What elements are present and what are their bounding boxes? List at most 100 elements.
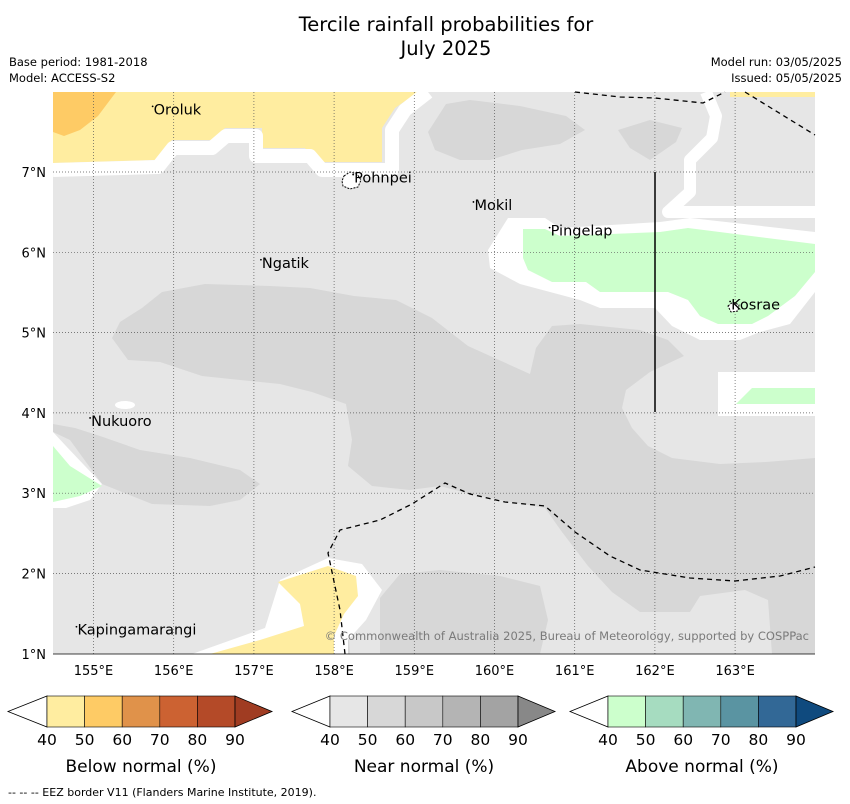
colorbar-segment bbox=[480, 695, 519, 728]
latitude-label: 6°N bbox=[22, 246, 47, 261]
colorbar-extend-right bbox=[234, 695, 274, 728]
model-info: Base period: 1981-2018 Model: ACCESS-S2 bbox=[9, 54, 148, 86]
below-normal-south-50 bbox=[210, 566, 358, 654]
colorbar-extend-left bbox=[568, 695, 609, 728]
eez-border-south bbox=[327, 482, 816, 655]
colorbar-tick-label: 70 bbox=[433, 731, 453, 749]
white-patch bbox=[115, 401, 135, 409]
base-period: Base period: 1981-2018 bbox=[9, 55, 148, 69]
colorbar-tick-label: 70 bbox=[711, 731, 731, 749]
longitude-label: 155°E bbox=[74, 664, 114, 679]
colorbar-segment bbox=[121, 695, 161, 728]
colorbar-segment bbox=[329, 695, 368, 728]
eez-legend-footer: -- -- -- EEZ border V11 (Flanders Marine… bbox=[8, 786, 317, 799]
latitude-label: 2°N bbox=[22, 568, 47, 583]
colorbar-segment bbox=[404, 695, 444, 728]
colorbar-tick-label: 80 bbox=[188, 731, 208, 749]
above-normal-west bbox=[53, 446, 102, 502]
model-run: Model run: 03/05/2025 bbox=[710, 55, 842, 69]
colorbar-title: Near normal (%) bbox=[354, 757, 494, 777]
copyright-notice: © Commonwealth of Australia 2025, Bureau… bbox=[325, 629, 809, 643]
eez-border-north bbox=[574, 91, 726, 104]
colorbar-tick-label: 90 bbox=[508, 731, 528, 749]
below-normal-north-50 bbox=[53, 92, 418, 163]
colorbar-tick-label: 50 bbox=[636, 731, 656, 749]
atoll-marker bbox=[548, 226, 551, 229]
place-label: Oroluk bbox=[154, 102, 202, 118]
place-labels: Oroluk Pohnpei Mokil Pingelap Ngatik Kosrae Nu… bbox=[75, 102, 780, 639]
place-label: Kosrae bbox=[731, 298, 780, 314]
latitude-label: 7°N bbox=[22, 166, 47, 181]
colorbar-tick-label: 40 bbox=[320, 731, 340, 749]
pohnpei-island-outline bbox=[341, 171, 362, 190]
issued-date: Issued: 05/05/2025 bbox=[731, 71, 842, 85]
colorbar-segment bbox=[442, 695, 481, 728]
below-normal-north-60 bbox=[53, 92, 116, 136]
atoll-marker bbox=[729, 300, 731, 303]
colorbars: 40 50 60 70 80 90 Below normal (%) 40 50 60 70 80 90… bbox=[6, 695, 835, 777]
colorbar-tick-label: 60 bbox=[112, 731, 132, 749]
near-normal-55-ne bbox=[618, 120, 682, 160]
colorbar-tick-label: 60 bbox=[673, 731, 693, 749]
colorbar-extend-left bbox=[6, 695, 48, 728]
longitude-label: 159°E bbox=[395, 664, 435, 679]
colorbar-tick-label: 70 bbox=[150, 731, 170, 749]
eez-border-northeast bbox=[744, 91, 816, 136]
colorbar: 40 50 60 70 80 90 Above normal (%) bbox=[568, 695, 835, 777]
longitude-label: 161°E bbox=[555, 664, 595, 679]
map-title: Tercile rainfall probabilities for July … bbox=[0, 13, 850, 61]
above-normal-south-east bbox=[736, 388, 815, 404]
place-label: Pingelap bbox=[551, 224, 613, 240]
longitude-label: 157°E bbox=[234, 664, 274, 679]
title-line-2: July 2025 bbox=[400, 37, 492, 60]
colorbar-segment bbox=[645, 695, 684, 728]
colorbar-tick-label: 80 bbox=[749, 731, 769, 749]
atoll-marker bbox=[260, 258, 262, 261]
colorbar-title: Above normal (%) bbox=[625, 757, 778, 777]
place-label: Mokil bbox=[474, 198, 512, 214]
colorbar-segment bbox=[720, 695, 759, 728]
near-normal-55-west bbox=[53, 424, 260, 506]
kosrae-island-outline bbox=[727, 301, 740, 313]
place-label: Kapingamarangi bbox=[77, 623, 196, 639]
colorbar-extend-right bbox=[517, 695, 557, 728]
colorbar: 40 50 60 70 80 90 Below normal (%) bbox=[6, 695, 274, 777]
below-normal-ne-strip bbox=[730, 92, 815, 97]
colorbar-tick-label: 60 bbox=[395, 731, 415, 749]
eez-borders bbox=[327, 91, 816, 655]
white-margin-north bbox=[53, 92, 433, 177]
graticule bbox=[53, 92, 815, 655]
colorbar-tick-label: 80 bbox=[471, 731, 491, 749]
colorbar-segment bbox=[197, 695, 236, 728]
longitude-label: 162°E bbox=[635, 664, 675, 679]
place-label: Pohnpei bbox=[354, 171, 412, 187]
latitude-label: 1°N bbox=[22, 648, 47, 663]
colorbar-segment bbox=[367, 695, 406, 728]
colorbar-tick-label: 90 bbox=[225, 731, 245, 749]
near-normal-55-south bbox=[380, 570, 548, 654]
colorbar-segment bbox=[84, 695, 123, 728]
atoll-marker bbox=[75, 625, 78, 628]
white-margin-ne bbox=[662, 92, 815, 218]
colorbar-extend-left bbox=[290, 695, 331, 728]
colorbar-tick-label: 40 bbox=[37, 731, 57, 749]
atoll-marker bbox=[89, 417, 91, 419]
latitude-label: 3°N bbox=[22, 487, 47, 502]
atoll-marker bbox=[151, 105, 154, 108]
longitude-label: 160°E bbox=[475, 664, 515, 679]
colorbar-tick-label: 50 bbox=[358, 731, 378, 749]
colorbar-tick-label: 40 bbox=[598, 731, 618, 749]
axis-labels: 7°N 6°N 5°N 4°N 3°N 2°N 1°N 155°E 156°E 157°E 158°… bbox=[22, 166, 755, 679]
colorbar-title: Below normal (%) bbox=[66, 757, 217, 777]
model-name: Model: ACCESS-S2 bbox=[9, 71, 116, 85]
probability-field bbox=[53, 92, 815, 654]
colorbar-segment bbox=[758, 695, 797, 728]
atoll-marker bbox=[352, 173, 355, 176]
colorbar-segment bbox=[159, 695, 198, 728]
longitude-label: 158°E bbox=[314, 664, 354, 679]
colorbar-extend-right bbox=[795, 695, 835, 728]
longitude-label: 163°E bbox=[715, 664, 755, 679]
title-line-1: Tercile rainfall probabilities for bbox=[298, 13, 594, 36]
run-info: Model run: 03/05/2025 Issued: 05/05/2025 bbox=[711, 54, 842, 86]
